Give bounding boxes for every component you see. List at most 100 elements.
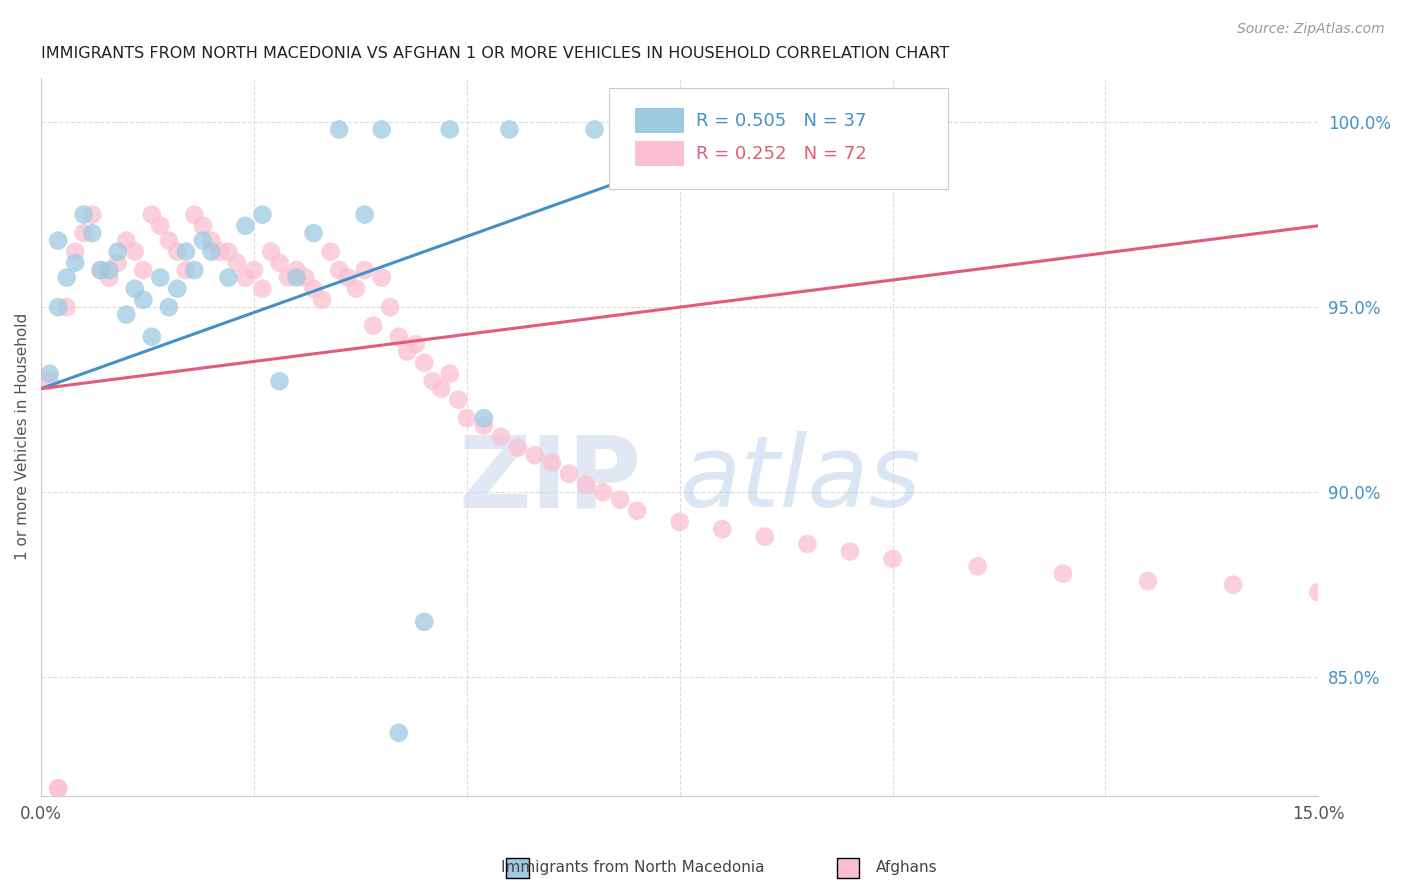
Point	[63, 256, 86, 270]
Point	[388, 330, 411, 344]
Text: R = 0.505   N = 37: R = 0.505 N = 37	[696, 112, 866, 129]
Point	[200, 244, 222, 259]
Point	[149, 270, 172, 285]
Point	[328, 122, 350, 136]
Point	[1308, 585, 1330, 599]
Point	[55, 300, 77, 314]
Point	[200, 234, 222, 248]
Point	[1136, 574, 1159, 588]
Point	[302, 282, 325, 296]
Point	[1052, 566, 1074, 581]
Point	[361, 318, 384, 333]
Point	[243, 263, 266, 277]
Point	[260, 244, 283, 259]
Point	[82, 208, 104, 222]
Point	[226, 256, 249, 270]
Point	[472, 411, 495, 425]
Point	[90, 263, 112, 277]
Text: Source: ZipAtlas.com: Source: ZipAtlas.com	[1237, 22, 1385, 37]
Point	[124, 282, 146, 296]
Point	[90, 263, 112, 277]
Point	[583, 122, 606, 136]
Point	[489, 430, 512, 444]
Point	[252, 282, 274, 296]
Point	[430, 382, 453, 396]
Point	[235, 270, 257, 285]
Point	[166, 244, 188, 259]
Point	[183, 263, 205, 277]
Point	[609, 492, 631, 507]
Point	[269, 256, 291, 270]
Point	[319, 244, 342, 259]
Point	[174, 263, 197, 277]
Point	[82, 226, 104, 240]
Point	[882, 552, 904, 566]
Point	[523, 448, 546, 462]
Point	[191, 219, 214, 233]
Point	[132, 293, 155, 307]
Point	[302, 226, 325, 240]
Point	[344, 282, 367, 296]
Point	[166, 282, 188, 296]
Point	[422, 374, 444, 388]
Point	[541, 456, 564, 470]
Point	[252, 208, 274, 222]
FancyBboxPatch shape	[636, 108, 683, 133]
Point	[55, 270, 77, 285]
Point	[46, 234, 69, 248]
Point	[73, 226, 96, 240]
Text: atlas: atlas	[679, 432, 921, 528]
Point	[217, 244, 239, 259]
Point	[269, 374, 291, 388]
Point	[294, 270, 316, 285]
Point	[592, 485, 614, 500]
Point	[506, 441, 529, 455]
Point	[1222, 578, 1244, 592]
Point	[439, 367, 461, 381]
Point	[38, 367, 60, 381]
Point	[235, 219, 257, 233]
Point	[191, 234, 214, 248]
FancyBboxPatch shape	[636, 141, 683, 166]
Point	[353, 208, 375, 222]
Point	[447, 392, 470, 407]
Point	[311, 293, 333, 307]
Point	[115, 234, 138, 248]
Text: Immigrants from North Macedonia: Immigrants from North Macedonia	[501, 860, 765, 874]
Point	[183, 208, 205, 222]
Point	[388, 726, 411, 740]
Point	[456, 411, 478, 425]
Point	[668, 515, 690, 529]
Point	[124, 244, 146, 259]
Point	[46, 781, 69, 796]
Point	[107, 256, 129, 270]
Point	[796, 122, 818, 136]
Point	[370, 122, 392, 136]
Point	[46, 781, 69, 796]
Point	[380, 300, 402, 314]
Text: R = 0.252   N = 72: R = 0.252 N = 72	[696, 145, 868, 162]
Point	[413, 356, 436, 370]
Point	[413, 615, 436, 629]
Point	[38, 374, 60, 388]
Y-axis label: 1 or more Vehicles in Household: 1 or more Vehicles in Household	[15, 313, 30, 560]
Point	[98, 263, 121, 277]
Point	[217, 270, 239, 285]
Text: ZIP: ZIP	[458, 432, 641, 528]
Point	[498, 122, 520, 136]
Point	[396, 344, 419, 359]
Point	[174, 244, 197, 259]
Text: IMMIGRANTS FROM NORTH MACEDONIA VS AFGHAN 1 OR MORE VEHICLES IN HOUSEHOLD CORREL: IMMIGRANTS FROM NORTH MACEDONIA VS AFGHA…	[41, 46, 949, 62]
Point	[107, 244, 129, 259]
Point	[353, 263, 375, 277]
Point	[132, 263, 155, 277]
Point	[439, 122, 461, 136]
Point	[575, 478, 598, 492]
Point	[405, 337, 427, 351]
Point	[157, 300, 180, 314]
Point	[115, 308, 138, 322]
Point	[285, 270, 308, 285]
Point	[141, 330, 163, 344]
Point	[208, 244, 231, 259]
Point	[472, 418, 495, 433]
